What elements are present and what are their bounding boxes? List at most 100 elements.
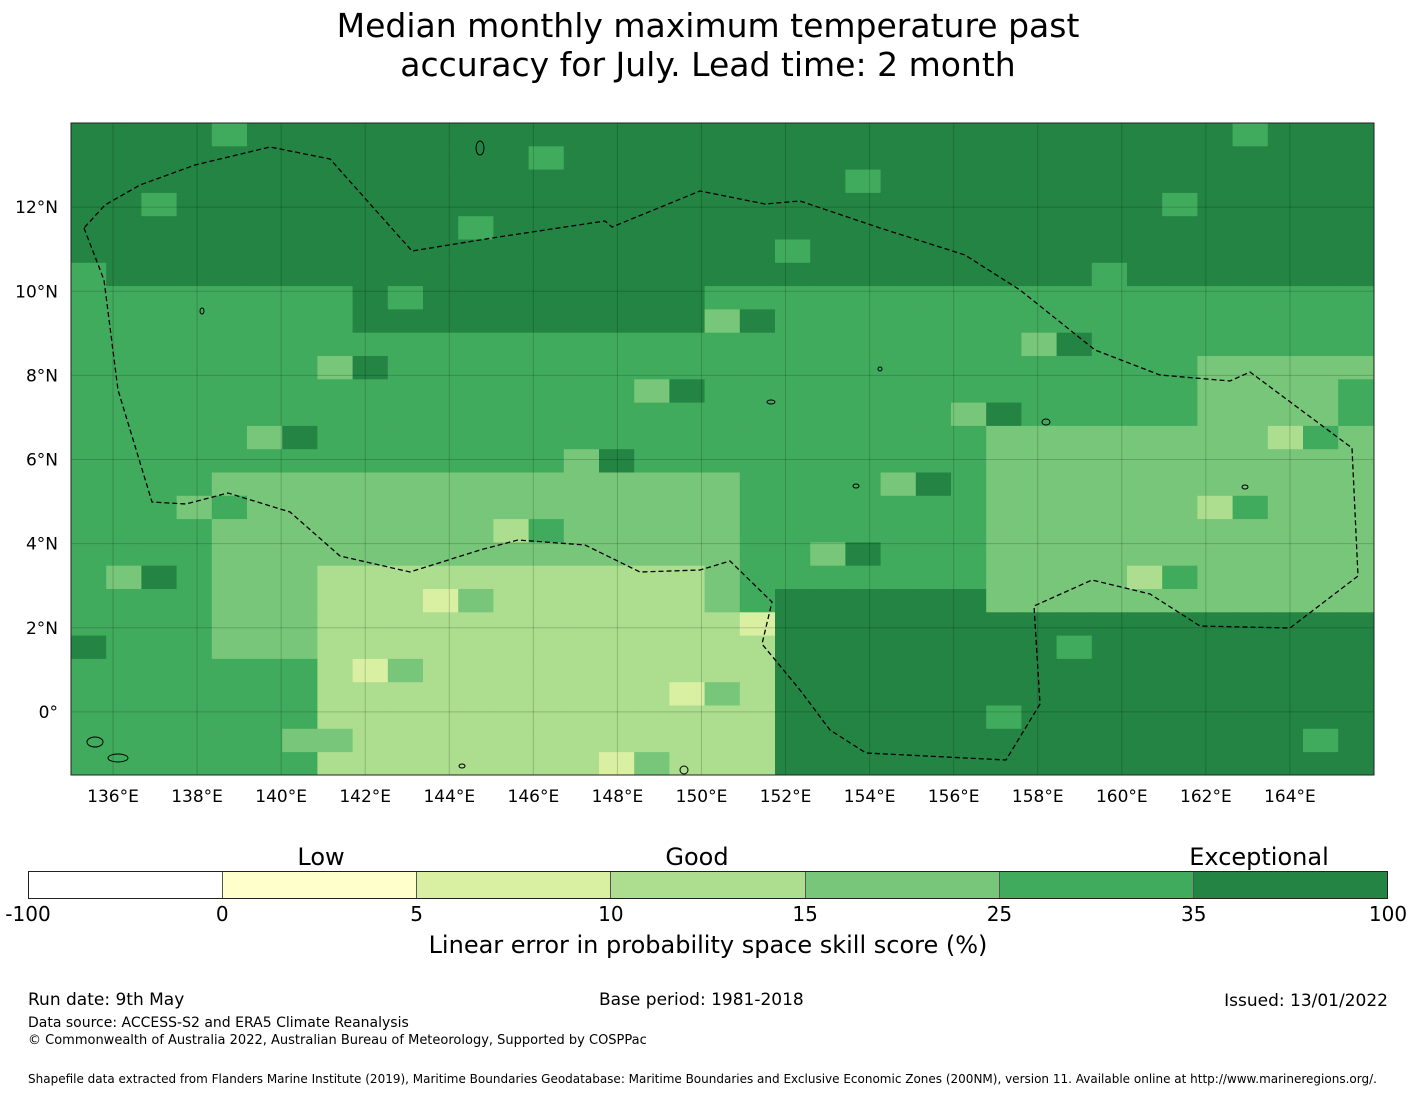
skill-cell xyxy=(1197,495,1234,520)
skill-cell xyxy=(1091,286,1128,310)
skill-cell xyxy=(493,146,530,171)
skill-cell xyxy=(810,262,846,287)
skill-cell xyxy=(1267,169,1304,194)
skill-cell xyxy=(423,472,459,497)
skill-cell xyxy=(317,262,354,287)
skill-cell xyxy=(669,286,706,310)
skill-cell xyxy=(176,425,213,450)
skill-cell xyxy=(1021,495,1058,520)
skill-cell xyxy=(915,565,952,590)
skill-cell xyxy=(669,425,706,450)
skill-cell xyxy=(141,449,178,473)
skill-cell xyxy=(599,449,635,473)
skill-cell xyxy=(1267,402,1304,427)
skill-cell xyxy=(739,449,776,473)
skill-cell xyxy=(352,379,389,404)
skill-cell xyxy=(915,425,952,450)
skill-cell xyxy=(810,239,846,264)
skill-cell xyxy=(1303,542,1339,567)
skill-cell xyxy=(352,262,389,287)
skill-cell xyxy=(563,356,600,380)
skill-cell xyxy=(951,658,987,683)
skill-cell xyxy=(141,146,178,171)
skill-cell xyxy=(71,589,107,613)
skill-cell xyxy=(317,146,354,171)
skill-cell xyxy=(423,402,459,427)
skill-cell xyxy=(317,239,354,264)
skill-cell xyxy=(599,752,635,775)
skill-cell xyxy=(176,286,213,310)
skill-cell xyxy=(176,519,213,543)
skill-cell xyxy=(1267,123,1304,147)
lon-tick-label: 144°E xyxy=(423,787,475,807)
skill-cell xyxy=(106,519,142,543)
skill-cell xyxy=(986,682,1022,706)
skill-cell xyxy=(528,379,565,404)
skill-cell xyxy=(1162,705,1198,730)
island xyxy=(458,763,466,769)
skill-cell xyxy=(1197,589,1234,613)
skill-cell xyxy=(739,658,776,683)
skill-cell xyxy=(669,309,706,334)
lat-tick-label: 4°N xyxy=(26,535,58,555)
skill-cell xyxy=(915,216,952,240)
skill-cell xyxy=(423,123,459,147)
skill-cell xyxy=(1197,262,1234,287)
skill-cell xyxy=(1267,658,1304,683)
skill-cell xyxy=(1338,356,1374,380)
skill-cell xyxy=(282,612,318,637)
skill-cell xyxy=(247,425,283,450)
skill-cell xyxy=(1091,309,1128,334)
skill-cell xyxy=(563,728,600,753)
skill-cell xyxy=(1021,379,1058,404)
skill-cell xyxy=(423,262,459,287)
skill-cell xyxy=(247,705,283,730)
skill-cell xyxy=(247,286,283,310)
skill-cell xyxy=(1162,728,1198,753)
skill-cell xyxy=(211,705,248,730)
skill-cell xyxy=(106,286,142,310)
base-period: Base period: 1981-2018 xyxy=(599,990,804,1010)
skill-cell xyxy=(317,705,354,730)
skill-cell xyxy=(211,262,248,287)
skill-cell xyxy=(880,192,917,217)
skill-cell xyxy=(951,402,987,427)
skill-cell xyxy=(669,216,706,240)
skill-cell xyxy=(1303,589,1339,613)
skill-cell xyxy=(106,542,142,567)
skill-cell xyxy=(141,123,178,147)
skill-cell xyxy=(915,192,952,217)
skill-cell xyxy=(1197,356,1234,380)
skill-cell xyxy=(493,612,530,637)
skill-cell xyxy=(211,425,248,450)
colorbar-segment xyxy=(611,872,806,898)
skill-cell xyxy=(845,146,882,171)
latitude-ticks: 12°N 10°N 8°N 6°N 4°N 2°N 0° xyxy=(15,198,58,723)
skill-cell xyxy=(71,262,107,287)
skill-cell xyxy=(1056,519,1093,543)
skill-cell xyxy=(986,262,1022,287)
skill-cell xyxy=(951,309,987,334)
skill-cell xyxy=(71,635,107,660)
islands xyxy=(86,140,1249,775)
skill-cell xyxy=(563,682,600,706)
skill-cell xyxy=(528,309,565,334)
lon-tick-label: 156°E xyxy=(928,787,980,807)
skill-cell xyxy=(1056,216,1093,240)
skill-cell xyxy=(1091,705,1128,730)
skill-cell xyxy=(282,123,318,147)
skill-cell xyxy=(563,216,600,240)
skill-cell xyxy=(106,449,142,473)
colorbar-segment xyxy=(29,872,224,898)
skill-cell xyxy=(880,425,917,450)
skill-cell xyxy=(141,262,178,287)
skill-cell xyxy=(739,239,776,264)
skill-cell xyxy=(845,216,882,240)
skill-cell xyxy=(1091,146,1128,171)
skill-cell xyxy=(1021,286,1058,310)
skill-cell xyxy=(317,356,354,380)
skill-cell xyxy=(1021,262,1058,287)
skill-cell xyxy=(1127,449,1163,473)
skill-cell xyxy=(951,449,987,473)
skill-cell xyxy=(599,402,635,427)
